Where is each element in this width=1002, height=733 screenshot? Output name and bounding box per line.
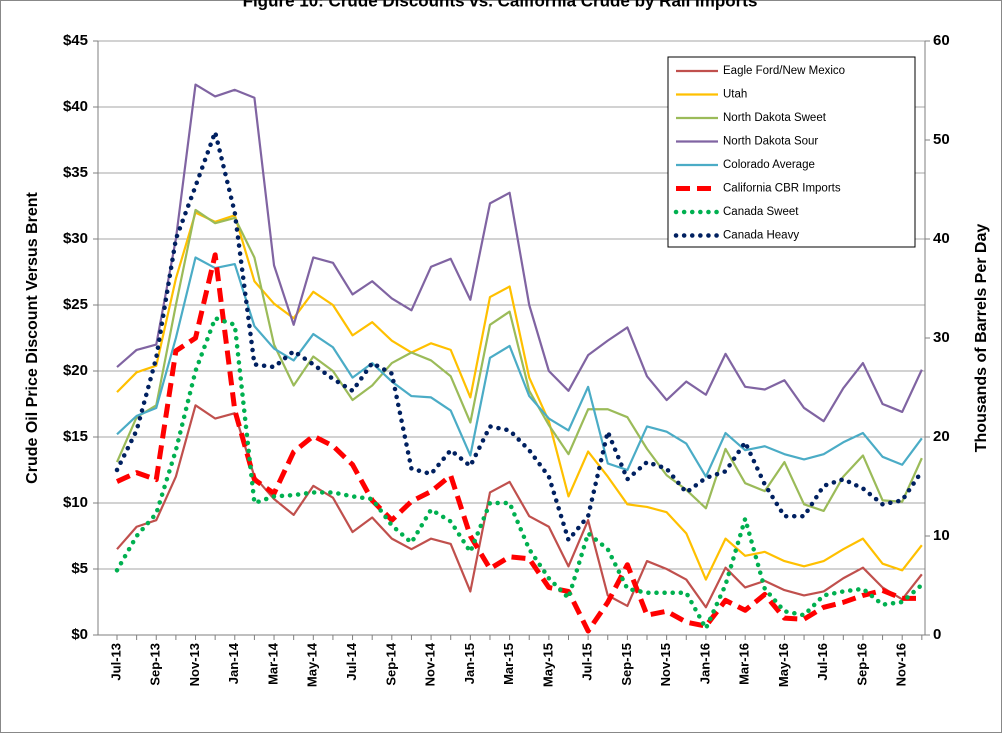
- y-tick-label: $10: [63, 494, 88, 511]
- y2-tick-label: 30: [933, 329, 950, 346]
- x-tick-label: Sep-13: [148, 643, 163, 686]
- y-tick-label: $25: [63, 296, 88, 313]
- series-line: [116, 211, 923, 581]
- x-tick-label: Nov-13: [187, 643, 202, 686]
- x-tick-label: Mar-15: [501, 643, 516, 685]
- y2-tick-label: 20: [933, 428, 950, 445]
- x-tick-label: May-16: [776, 643, 791, 687]
- y-tick-label: $35: [63, 164, 88, 181]
- x-tick-label: Jul-16: [815, 643, 830, 681]
- legend-label: Utah: [723, 89, 747, 101]
- x-tick-label: Jul-14: [344, 642, 359, 680]
- y2-tick-label: 40: [933, 230, 950, 247]
- x-tick-label: Nov-14: [423, 642, 438, 686]
- x-tick-label: May-15: [540, 643, 555, 687]
- y-tick-label: $45: [63, 32, 88, 49]
- legend-label: Canada Heavy: [723, 230, 799, 242]
- legend-label: North Dakota Sweet: [723, 112, 827, 124]
- legend-label: North Dakota Sour: [723, 136, 818, 148]
- y2-tick-label: 60: [933, 32, 950, 49]
- y2-tick-label: 50: [933, 131, 950, 148]
- x-tick-label: Sep-15: [619, 643, 634, 686]
- y2-tick-label: 0: [933, 626, 941, 643]
- x-tick-label: Nov-16: [894, 643, 909, 686]
- series-line: [116, 83, 923, 423]
- y-axis-label: Crude Oil Price Discount Versus Brent: [24, 192, 41, 484]
- series-line: [114, 315, 925, 631]
- legend-box: [667, 56, 916, 248]
- y-tick-label: $5: [71, 560, 88, 577]
- series-line: [114, 129, 925, 543]
- x-tick-label: Mar-14: [265, 642, 280, 685]
- series-line: [116, 256, 923, 478]
- y-tick-label: $30: [63, 230, 88, 247]
- legend-label: Colorado Average: [723, 159, 815, 171]
- x-tick-label: Sep-14: [383, 642, 398, 685]
- x-tick-label: Jan-15: [462, 643, 477, 684]
- x-tick-label: Jan-16: [697, 643, 712, 684]
- chart-title: Figure 10: Crude Discounts vs. Californi…: [243, 0, 758, 10]
- x-tick-label: Jan-14: [226, 642, 241, 684]
- x-tick-label: Jul-13: [108, 643, 123, 681]
- x-tick-label: May-14: [305, 642, 320, 687]
- x-tick-label: Nov-15: [658, 643, 673, 686]
- x-tick-label: Sep-16: [854, 643, 869, 686]
- legend-label: Canada Sweet: [723, 206, 799, 218]
- y-tick-label: $0: [71, 626, 88, 643]
- series-line: [115, 208, 923, 513]
- series-line: [115, 252, 922, 634]
- x-tick-label: Mar-16: [737, 643, 752, 685]
- y-tick-label: $40: [63, 98, 88, 115]
- y-tick-label: $20: [63, 362, 88, 379]
- legend-label: California CBR Imports: [723, 183, 841, 195]
- y2-axis-label: Thousands of Barrels Per Day: [973, 224, 990, 453]
- x-tick-label: Jul-15: [580, 643, 595, 681]
- legend-label: Eagle Ford/New Mexico: [723, 65, 845, 77]
- y2-tick-label: 10: [933, 527, 950, 544]
- y-tick-label: $15: [63, 428, 88, 445]
